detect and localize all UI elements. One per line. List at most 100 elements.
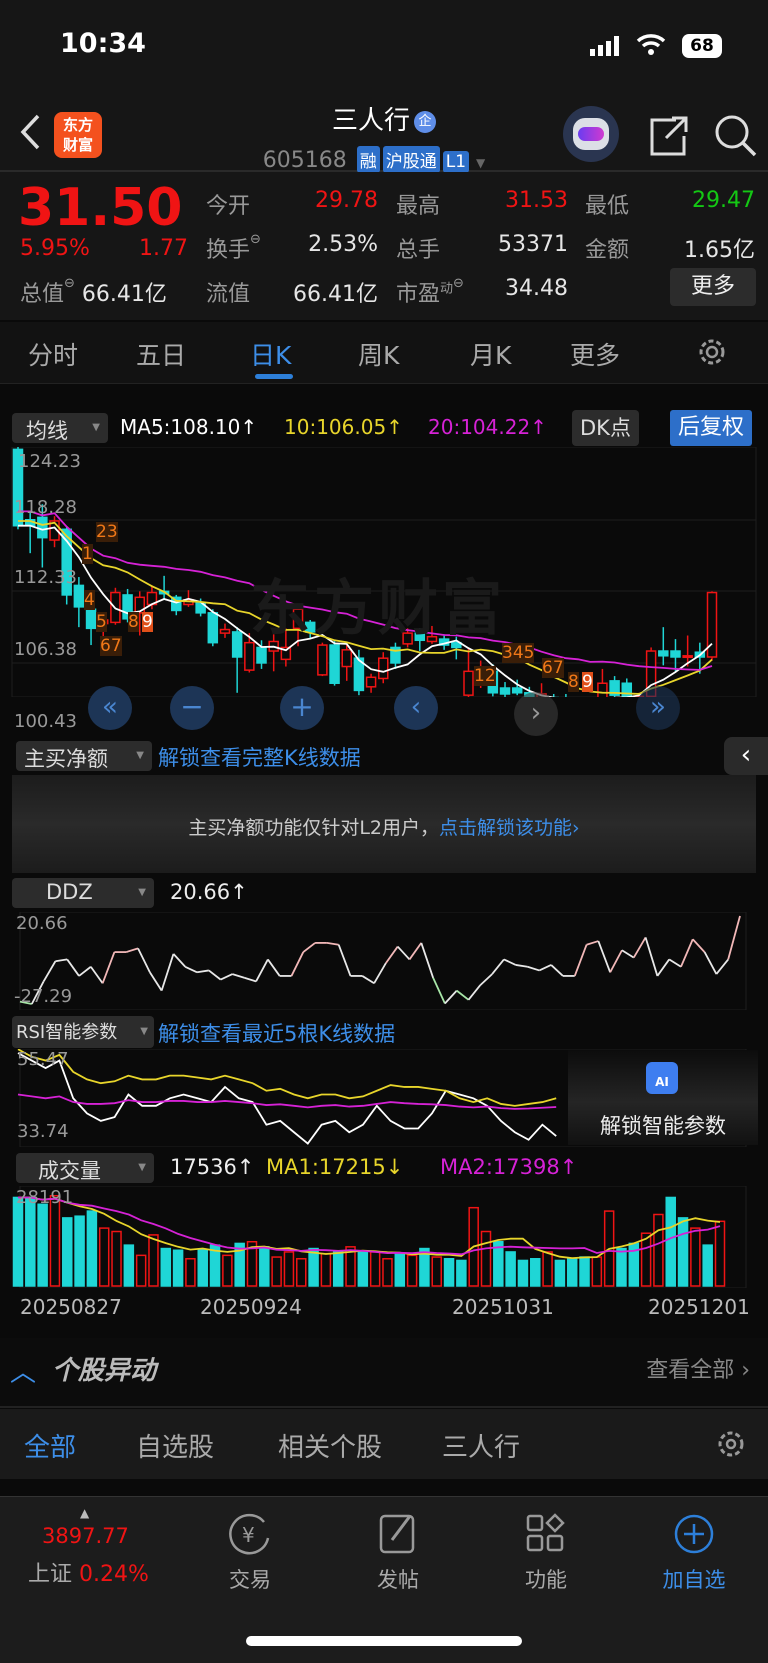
ddz-line-segment [137,948,151,973]
scroll-right-fast-button[interactable]: » [636,686,680,730]
scroll-left-button[interactable]: ‹ [394,686,438,730]
unlock-feature-link[interactable]: 点击解锁该功能 [439,817,573,839]
ddz-line-segment [515,964,528,968]
ddz-chart[interactable] [8,912,758,1010]
ddz-line-segment [326,942,339,946]
nine-turn-mark: 8 [568,672,579,692]
candle-body [280,646,292,661]
volume-chart[interactable] [8,1186,758,1288]
ddz-line-segment [727,915,741,960]
l2-notice-text: 主买净额功能仅针对L2用户， [188,817,440,839]
ddz-line-segment [456,989,470,1001]
volume-bar [394,1252,406,1287]
ddz-line-segment [196,969,209,974]
ddz-line-segment [420,942,434,979]
nine-turn-mark: 345 [502,643,535,663]
quote-panel: 31.50 5.95% 1.77 总值⊖ 66.41亿 今开 29.78 最高 … [0,172,768,320]
rsi1-line [17,1052,557,1145]
volume-bar [591,1256,603,1287]
indicator-selector-ma[interactable]: 均线 ▼ [12,413,108,443]
scroll-left-fast-button[interactable]: « [88,686,132,730]
volume-bar [530,1258,541,1287]
alerts-settings-button[interactable] [716,1429,746,1463]
volume-bar [653,1213,664,1287]
price-axis-label: 106.38 [14,639,77,660]
search-icon [715,115,757,157]
volume-bar [616,1247,627,1287]
ddz-line-segment [503,958,517,966]
alerts-tab-watchlist[interactable]: 自选股 [136,1433,215,1463]
dk-point-button[interactable]: DK点 [572,410,639,446]
ddz-line-segment [19,1000,32,1005]
alerts-tab-stock[interactable]: 三人行 [442,1433,521,1463]
adjust-button[interactable]: 后复权 [670,410,752,446]
volume-bar [369,1251,381,1287]
volume-bar [702,1244,713,1287]
nav-trade[interactable]: ¥ 交易 [200,1512,300,1594]
alerts-tab-related[interactable]: 相关个股 [278,1433,383,1463]
stock-alerts-header[interactable]: ︿ 个股异动 查看全部 › [0,1338,768,1408]
field-value: 29.78 [315,188,378,213]
volume-bar [677,1217,689,1287]
volume-bar [542,1251,553,1287]
index-ticker[interactable]: ▲ 3897.77 上证 0.24% [20,1506,170,1587]
tab-more[interactable]: 更多 [570,341,621,370]
signal-icon [590,36,620,56]
date-label: 20251031 [452,1295,554,1319]
zoom-in-button[interactable]: + [280,686,324,730]
ddz-line-segment [408,942,423,960]
stock-alerts-title: 个股异动 [52,1356,157,1386]
ddz-line-segment [90,966,104,984]
share-button[interactable] [648,116,688,160]
nav-post[interactable]: 发帖 [348,1512,448,1594]
zoom-out-button[interactable]: − [170,686,214,730]
volume-bar [690,1227,701,1287]
unlock-smart-params-overlay[interactable]: AI 解锁智能参数 [568,1050,758,1145]
field-value: 34.48 [505,276,568,301]
back-button[interactable] [18,112,42,156]
indicator-selector-ddz[interactable]: DDZ ▼ [12,878,154,908]
indicator-selector-volume[interactable]: 成交量 ▼ [16,1153,154,1183]
ddz-line-segment [267,958,281,977]
ddz-line-segment [149,971,163,992]
ddz-line-segment [125,947,139,953]
ddz-line-segment [644,937,659,977]
gear-icon [699,339,725,365]
ddz-line-segment [42,960,57,982]
volume-bar [320,1252,332,1287]
indicator-selector-net-buy[interactable]: 主买净额 ▼ [16,741,152,771]
ddz-line-segment [444,990,458,1005]
ai-assistant-avatar[interactable] [563,106,619,162]
candle-body [463,670,474,696]
stock-name: 三人行 [331,106,410,136]
indicator-selector-rsi[interactable]: RSI智能参数 ▼ [12,1016,154,1048]
apps-icon [526,1513,565,1552]
nine-turn-mark: 67 [542,658,564,678]
stock-code-row[interactable]: 605168 融沪股通 L1 ▼ [0,146,768,173]
ddz-line-segment [432,977,446,1004]
alerts-tab-all[interactable]: 全部 [24,1433,77,1463]
scroll-right-button[interactable]: › [514,692,558,736]
tab-five-day[interactable]: 五日 [136,341,187,370]
nav-functions[interactable]: 功能 [496,1512,596,1594]
view-all-link[interactable]: 查看全部 › [646,1358,750,1383]
unlock-rsi-link[interactable]: 解锁查看最近5根K线数据 [158,1022,396,1046]
alerts-tabs: 全部 自选股 相关个股 三人行 [0,1409,768,1479]
volume-bar [357,1251,369,1287]
nav-add-watchlist[interactable]: 加自选 [644,1512,744,1594]
unlock-kline-link[interactable]: 解锁查看完整K线数据 [158,746,361,770]
ddz-line-segment [55,958,68,963]
more-button[interactable]: 更多 [670,268,756,306]
price-axis-label: 112.33 [14,567,77,588]
l2-notice-panel: 主买净额功能仅针对L2用户，点击解锁该功能› [12,775,756,873]
tab-weekly-k[interactable]: 周K [358,341,400,370]
ddz-line-segment [31,981,45,1005]
collapse-panel-button[interactable]: ‹ [724,737,768,775]
tab-daily-k[interactable]: 日K [250,341,292,370]
tab-intraday[interactable]: 分时 [28,341,79,370]
price-axis-label: 118.28 [14,497,77,518]
chart-settings-button[interactable] [696,336,728,372]
search-button[interactable] [714,114,758,162]
tab-monthly-k[interactable]: 月K [470,341,512,370]
candle-body [402,632,413,645]
